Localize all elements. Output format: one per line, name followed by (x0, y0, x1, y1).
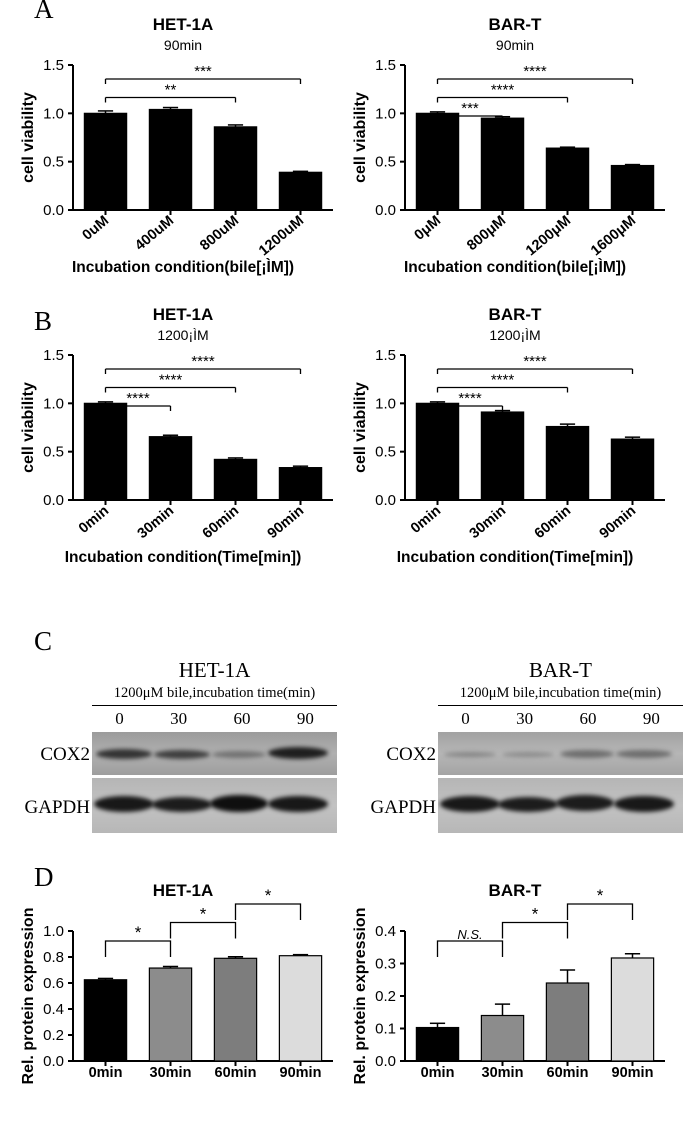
svg-text:cell viability: cell viability (20, 92, 37, 183)
svg-text:HET-1A: HET-1A (153, 305, 213, 324)
svg-text:0.8: 0.8 (43, 949, 64, 966)
svg-text:1200¡ÌM: 1200¡ÌM (157, 327, 208, 343)
svg-text:****: **** (491, 82, 515, 99)
svg-text:0.0: 0.0 (375, 202, 396, 219)
svg-text:HET-1A: HET-1A (153, 881, 213, 900)
svg-text:0.1: 0.1 (375, 1021, 396, 1038)
svg-text:90min: 90min (496, 37, 534, 53)
svg-text:Incubation condition(Time[min]: Incubation condition(Time[min]) (397, 549, 634, 566)
svg-text:0.5: 0.5 (375, 444, 396, 461)
svg-text:****: **** (159, 372, 183, 389)
svg-text:0min: 0min (89, 1065, 123, 1081)
svg-text:1.0: 1.0 (43, 923, 64, 940)
svg-text:1.0: 1.0 (43, 105, 64, 122)
svg-text:cell viability: cell viability (352, 382, 369, 473)
svg-text:1.0: 1.0 (43, 395, 64, 412)
svg-text:****: **** (491, 372, 515, 389)
svg-text:****: **** (458, 390, 482, 407)
svg-text:****: **** (191, 353, 215, 370)
svg-text:1.0: 1.0 (375, 105, 396, 122)
svg-text:30min: 30min (150, 1065, 192, 1081)
svg-text:0.2: 0.2 (375, 988, 396, 1005)
svg-text:***: *** (461, 100, 479, 117)
svg-text:1.0: 1.0 (375, 395, 396, 412)
svg-text:*: * (597, 886, 604, 905)
svg-text:Rel. protein expression: Rel. protein expression (352, 908, 369, 1085)
svg-text:0.6: 0.6 (43, 975, 64, 992)
svg-text:60min: 60min (215, 1065, 257, 1081)
svg-text:0.4: 0.4 (43, 1001, 64, 1018)
svg-text:*: * (532, 905, 539, 924)
svg-text:*: * (135, 923, 142, 942)
svg-text:*: * (200, 905, 207, 924)
svg-text:60min: 60min (547, 1065, 589, 1081)
svg-text:Incubation condition(bile[¡ÌM]: Incubation condition(bile[¡ÌM]) (72, 259, 294, 276)
svg-text:90min: 90min (612, 1065, 654, 1081)
svg-text:1.5: 1.5 (375, 347, 396, 364)
svg-text:0.0: 0.0 (43, 1053, 64, 1070)
svg-text:1200¡ÌM: 1200¡ÌM (489, 327, 540, 343)
svg-text:0.4: 0.4 (375, 923, 396, 940)
svg-text:Rel. protein expression: Rel. protein expression (20, 908, 37, 1085)
svg-text:0.2: 0.2 (43, 1027, 64, 1044)
svg-text:90min: 90min (164, 37, 202, 53)
svg-text:0.0: 0.0 (375, 1053, 396, 1070)
svg-text:****: **** (523, 353, 547, 370)
svg-text:1.5: 1.5 (43, 347, 64, 364)
svg-text:BAR-T: BAR-T (489, 881, 542, 900)
svg-text:0.5: 0.5 (375, 154, 396, 171)
svg-text:****: **** (126, 390, 150, 407)
svg-text:cell viability: cell viability (352, 92, 369, 183)
svg-text:1.5: 1.5 (43, 57, 64, 74)
svg-text:*: * (265, 886, 272, 905)
svg-text:30min: 30min (482, 1065, 524, 1081)
svg-text:BAR-T: BAR-T (489, 15, 542, 34)
svg-text:**: ** (165, 82, 177, 99)
svg-text:0.0: 0.0 (43, 202, 64, 219)
svg-text:****: **** (523, 63, 547, 80)
svg-text:0.5: 0.5 (43, 154, 64, 171)
svg-text:cell viability: cell viability (20, 382, 37, 473)
svg-text:***: *** (194, 63, 212, 80)
svg-text:HET-1A: HET-1A (153, 15, 213, 34)
svg-text:0.0: 0.0 (375, 492, 396, 509)
svg-text:Incubation condition(bile[¡ÌM]: Incubation condition(bile[¡ÌM]) (404, 259, 626, 276)
svg-text:BAR-T: BAR-T (489, 305, 542, 324)
svg-text:0.5: 0.5 (43, 444, 64, 461)
svg-text:90min: 90min (280, 1065, 322, 1081)
svg-text:1.5: 1.5 (375, 57, 396, 74)
svg-text:N.S.: N.S. (457, 927, 482, 942)
svg-text:0min: 0min (421, 1065, 455, 1081)
svg-text:0.0: 0.0 (43, 492, 64, 509)
svg-text:Incubation condition(Time[min]: Incubation condition(Time[min]) (65, 549, 302, 566)
svg-text:0.3: 0.3 (375, 956, 396, 973)
